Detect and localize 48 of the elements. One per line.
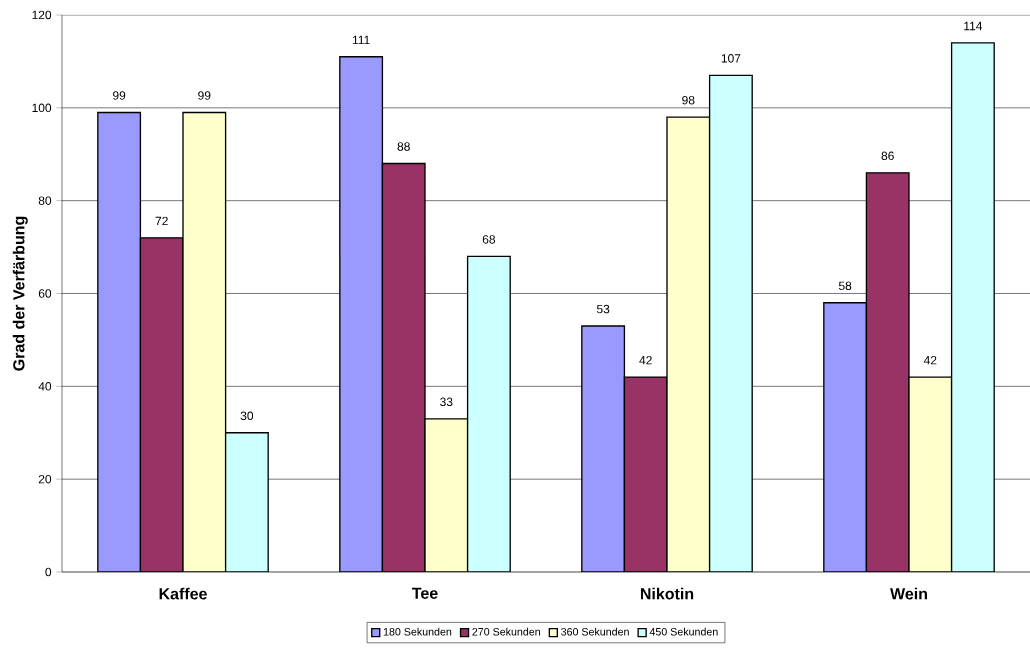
bar — [224, 432, 269, 572]
x-tick-label: Kaffee — [159, 587, 207, 600]
y-tick-label: 120 — [32, 10, 52, 20]
bar — [382, 163, 426, 572]
legend-label: 450 Sekunden — [649, 627, 718, 636]
data-label: 53 — [596, 304, 610, 314]
data-label: 72 — [155, 216, 168, 226]
y-tick-label: 20 — [38, 474, 52, 484]
data-label: 86 — [881, 151, 894, 161]
data-label: 58 — [838, 281, 852, 291]
data-label: 98 — [682, 95, 695, 105]
data-label: 42 — [639, 355, 652, 365]
data-label: 42 — [923, 355, 937, 365]
bar — [339, 56, 383, 572]
bar — [666, 116, 711, 572]
y-tick-label: 80 — [38, 196, 52, 205]
y-tick-label: 60 — [38, 289, 52, 298]
data-label: 68 — [482, 235, 496, 244]
data-label: 107 — [721, 54, 741, 63]
x-tick-label: Nikotin — [640, 587, 694, 600]
legend-label: 180 Sekunden — [383, 627, 452, 636]
bar — [97, 111, 142, 572]
data-label: 99 — [198, 91, 211, 100]
bar — [908, 376, 953, 572]
legend-label: 360 Sekunden — [561, 627, 629, 636]
data-label: 99 — [113, 91, 126, 100]
data-label: 33 — [440, 397, 453, 407]
x-tick-label: Wein — [890, 587, 927, 600]
y-tick-label: 0 — [45, 567, 52, 577]
bar — [467, 256, 511, 572]
bar — [950, 42, 995, 572]
x-tick-label: Tee — [412, 587, 438, 599]
bar — [823, 302, 868, 572]
data-label: 30 — [240, 411, 254, 421]
bar — [581, 325, 626, 572]
bar — [623, 376, 668, 572]
data-label: 111 — [352, 35, 370, 45]
bar — [139, 237, 184, 572]
bar — [708, 74, 753, 572]
bar — [425, 418, 468, 572]
y-tick-label: 40 — [38, 382, 52, 391]
data-label: 114 — [964, 21, 983, 31]
y-tick-label: 100 — [32, 103, 52, 113]
bar — [865, 172, 910, 572]
legend-label: 270 Sekunden — [472, 627, 540, 636]
data-label: 88 — [397, 142, 410, 151]
bar — [182, 111, 227, 572]
y-axis-title: Grad der Verfärbung — [12, 216, 28, 371]
